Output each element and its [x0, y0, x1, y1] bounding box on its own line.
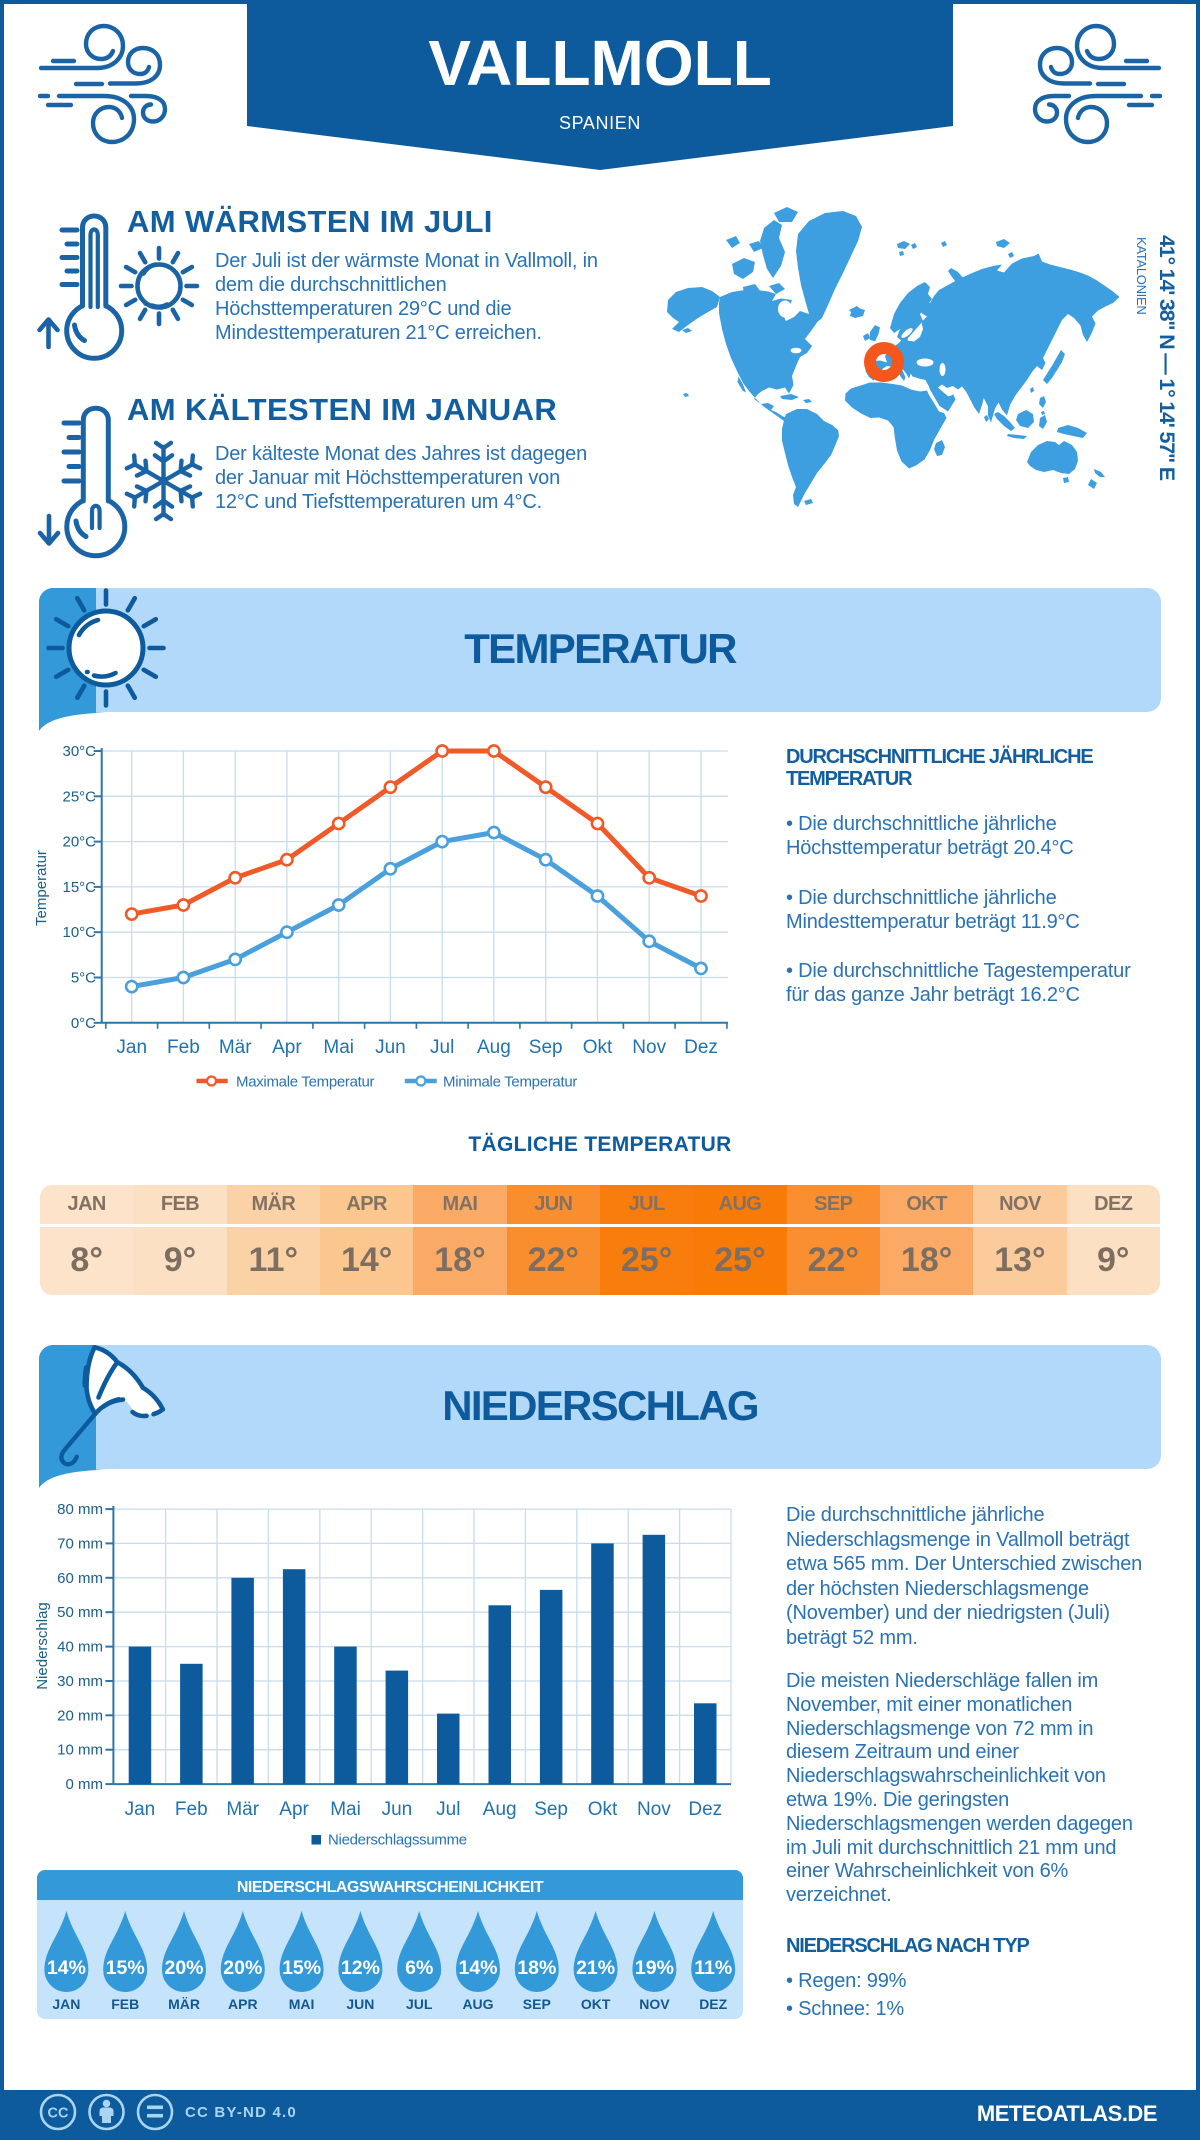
svg-text:11%: 11% — [694, 1957, 732, 1979]
svg-text:50 mm: 50 mm — [57, 1604, 103, 1621]
svg-text:12%: 12% — [341, 1957, 380, 1979]
svg-text:Okt: Okt — [583, 1037, 613, 1058]
svg-text:NOV: NOV — [639, 1996, 670, 2012]
svg-text:20%: 20% — [223, 1957, 262, 1979]
svg-text:CC: CC — [48, 2106, 69, 2122]
svg-text:MAI: MAI — [289, 1996, 315, 2012]
svg-text:20 mm: 20 mm — [57, 1707, 103, 1724]
svg-text:Maximale Temperatur: Maximale Temperatur — [236, 1074, 375, 1091]
svg-text:Mär: Mär — [219, 1037, 252, 1058]
svg-text:FEB: FEB — [111, 1996, 139, 2012]
svg-text:SEP: SEP — [523, 1996, 551, 2012]
svg-text:Minimale Temperatur: Minimale Temperatur — [443, 1074, 577, 1091]
svg-text:OKT: OKT — [581, 1996, 611, 2012]
svg-text:Feb: Feb — [167, 1037, 200, 1058]
svg-text:15°C: 15°C — [62, 879, 96, 896]
svg-text:25°C: 25°C — [62, 788, 96, 805]
svg-text:Aug: Aug — [483, 1799, 517, 1820]
svg-text:30 mm: 30 mm — [57, 1673, 103, 1690]
svg-text:JAN: JAN — [52, 1996, 80, 2012]
svg-text:30°C: 30°C — [62, 743, 96, 760]
svg-text:JUN: JUN — [346, 1996, 374, 2012]
svg-text:Niederschlagssumme: Niederschlagssumme — [328, 1832, 467, 1849]
svg-text:14%: 14% — [47, 1957, 86, 1979]
svg-text:Jul: Jul — [430, 1037, 454, 1058]
svg-text:40 mm: 40 mm — [57, 1639, 103, 1656]
svg-text:Jun: Jun — [375, 1037, 406, 1058]
svg-text:Jan: Jan — [116, 1037, 147, 1058]
svg-text:Jul: Jul — [436, 1799, 460, 1820]
svg-text:Jun: Jun — [382, 1799, 413, 1820]
svg-text:AUG: AUG — [462, 1996, 493, 2012]
svg-text:6%: 6% — [405, 1957, 433, 1979]
svg-text:Niederschlag: Niederschlag — [34, 1602, 51, 1690]
svg-text:Sep: Sep — [534, 1799, 568, 1820]
svg-text:21%: 21% — [576, 1957, 615, 1979]
svg-text:20°C: 20°C — [62, 834, 96, 851]
svg-text:0 mm: 0 mm — [66, 1776, 104, 1793]
svg-text:20%: 20% — [164, 1957, 203, 1979]
svg-text:Apr: Apr — [279, 1799, 309, 1820]
svg-text:10 mm: 10 mm — [57, 1742, 103, 1759]
svg-text:15%: 15% — [282, 1957, 321, 1979]
svg-text:18%: 18% — [517, 1957, 556, 1979]
svg-text:Nov: Nov — [632, 1037, 666, 1058]
svg-text:14%: 14% — [458, 1957, 497, 1979]
svg-text:15%: 15% — [106, 1957, 145, 1979]
svg-text:Temperatur: Temperatur — [33, 850, 50, 926]
svg-text:70 mm: 70 mm — [57, 1535, 103, 1552]
svg-text:Mai: Mai — [323, 1037, 354, 1058]
svg-text:Nov: Nov — [637, 1799, 671, 1820]
svg-text:10°C: 10°C — [62, 924, 96, 941]
svg-text:Feb: Feb — [175, 1799, 208, 1820]
svg-text:Jan: Jan — [125, 1799, 156, 1820]
svg-text:5°C: 5°C — [71, 970, 96, 987]
svg-text:80 mm: 80 mm — [57, 1501, 103, 1518]
svg-text:Dez: Dez — [688, 1799, 722, 1820]
svg-text:Apr: Apr — [272, 1037, 302, 1058]
svg-text:Dez: Dez — [684, 1037, 718, 1058]
svg-text:Mai: Mai — [330, 1799, 361, 1820]
svg-text:Aug: Aug — [477, 1037, 511, 1058]
svg-text:MÄR: MÄR — [168, 1996, 200, 2012]
svg-text:19%: 19% — [635, 1957, 674, 1979]
svg-text:0°C: 0°C — [71, 1015, 96, 1032]
svg-text:Mär: Mär — [226, 1799, 259, 1820]
svg-text:60 mm: 60 mm — [57, 1570, 103, 1587]
svg-text:JUL: JUL — [406, 1996, 433, 2012]
svg-text:DEZ: DEZ — [699, 1996, 727, 2012]
svg-text:Okt: Okt — [588, 1799, 618, 1820]
svg-text:Sep: Sep — [529, 1037, 563, 1058]
svg-text:APR: APR — [228, 1996, 258, 2012]
